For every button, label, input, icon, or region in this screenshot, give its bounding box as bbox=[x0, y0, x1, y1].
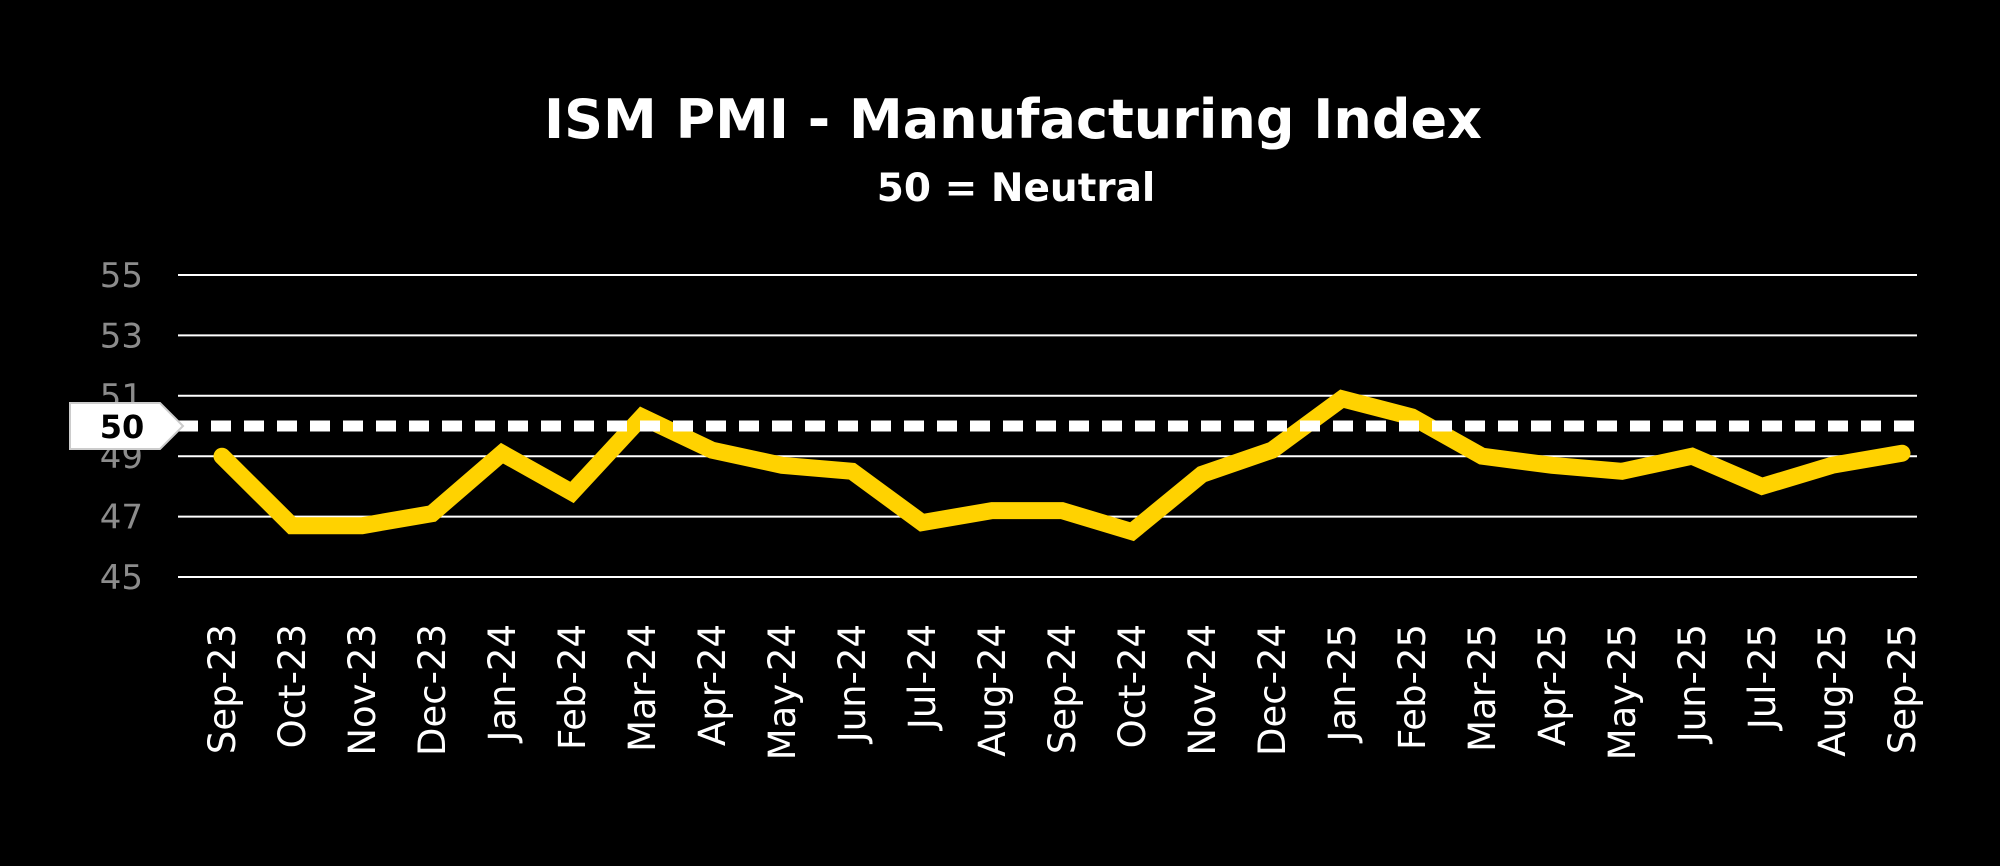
data-point bbox=[290, 523, 294, 528]
x-tick-label: Sep-23 bbox=[201, 624, 244, 754]
data-point bbox=[1410, 414, 1414, 419]
x-axis-ticks: Sep-23 Oct-23 Nov-23 Dec-23 Jan-24 Feb-24 Mar-… bbox=[201, 624, 1924, 760]
x-tick-label: Oct-23 bbox=[271, 624, 314, 748]
y-tick-label: 55 bbox=[100, 256, 143, 296]
data-point bbox=[1620, 469, 1624, 474]
data-point bbox=[850, 469, 854, 474]
x-tick-label: Feb-25 bbox=[1391, 624, 1434, 750]
x-tick-label: Feb-24 bbox=[551, 624, 594, 750]
y-tick-label: 45 bbox=[100, 558, 143, 598]
data-point bbox=[780, 463, 784, 468]
x-tick-label: May-25 bbox=[1601, 624, 1644, 760]
data-point bbox=[1900, 451, 1904, 456]
neutral-tag-shape bbox=[69, 402, 185, 450]
x-tick-label: Apr-24 bbox=[691, 624, 734, 746]
x-tick-label: Jul-25 bbox=[1741, 624, 1784, 731]
data-point bbox=[710, 448, 714, 453]
x-tick-label: Mar-25 bbox=[1461, 624, 1504, 752]
x-tick-label: Oct-24 bbox=[1111, 624, 1154, 748]
x-tick-label: May-24 bbox=[761, 624, 804, 760]
neutral-tag-label: 50 bbox=[100, 408, 145, 446]
x-tick-label: Jul-24 bbox=[901, 624, 944, 731]
x-tick-label: Mar-24 bbox=[621, 624, 664, 752]
gridlines bbox=[178, 274, 1917, 578]
data-point bbox=[1270, 448, 1274, 453]
neutral-reference-line: 50 bbox=[69, 402, 1917, 450]
data-point bbox=[1550, 463, 1554, 468]
x-tick-label: Apr-25 bbox=[1531, 624, 1574, 746]
x-tick-label: Jun-25 bbox=[1671, 624, 1714, 744]
x-tick-label: Jan-25 bbox=[1321, 624, 1364, 743]
series-layer bbox=[213, 389, 1911, 542]
data-point bbox=[1200, 472, 1204, 477]
x-tick-label: Aug-25 bbox=[1811, 624, 1854, 757]
data-point bbox=[430, 511, 434, 516]
data-point bbox=[1830, 463, 1834, 468]
x-tick-label: Aug-24 bbox=[971, 624, 1014, 757]
chart-title: ISM PMI - Manufacturing Index bbox=[544, 88, 1482, 151]
chart-subtitle: 50 = Neutral bbox=[877, 166, 1156, 211]
x-tick-label: Jan-24 bbox=[481, 624, 524, 743]
data-point bbox=[1340, 396, 1344, 401]
y-tick-label: 53 bbox=[100, 316, 143, 356]
data-point bbox=[360, 523, 364, 528]
y-tick-label: 47 bbox=[100, 498, 143, 538]
data-point bbox=[640, 414, 644, 419]
x-tick-label: Sep-24 bbox=[1041, 624, 1084, 754]
x-tick-label: Jun-24 bbox=[831, 624, 874, 744]
x-tick-label: Dec-23 bbox=[411, 624, 454, 756]
x-tick-label: Nov-24 bbox=[1181, 624, 1224, 756]
data-point bbox=[500, 451, 504, 456]
data-point bbox=[1130, 529, 1134, 534]
data-point bbox=[920, 520, 924, 525]
data-point bbox=[990, 508, 994, 513]
data-point bbox=[570, 490, 574, 495]
data-point bbox=[1480, 454, 1484, 459]
x-tick-label: Dec-24 bbox=[1251, 624, 1294, 756]
x-tick-label: Nov-23 bbox=[341, 624, 384, 756]
data-point bbox=[220, 454, 224, 459]
data-point bbox=[1060, 508, 1064, 513]
data-point bbox=[1690, 454, 1694, 459]
data-point bbox=[1760, 484, 1764, 489]
x-tick-label: Sep-25 bbox=[1881, 624, 1924, 754]
